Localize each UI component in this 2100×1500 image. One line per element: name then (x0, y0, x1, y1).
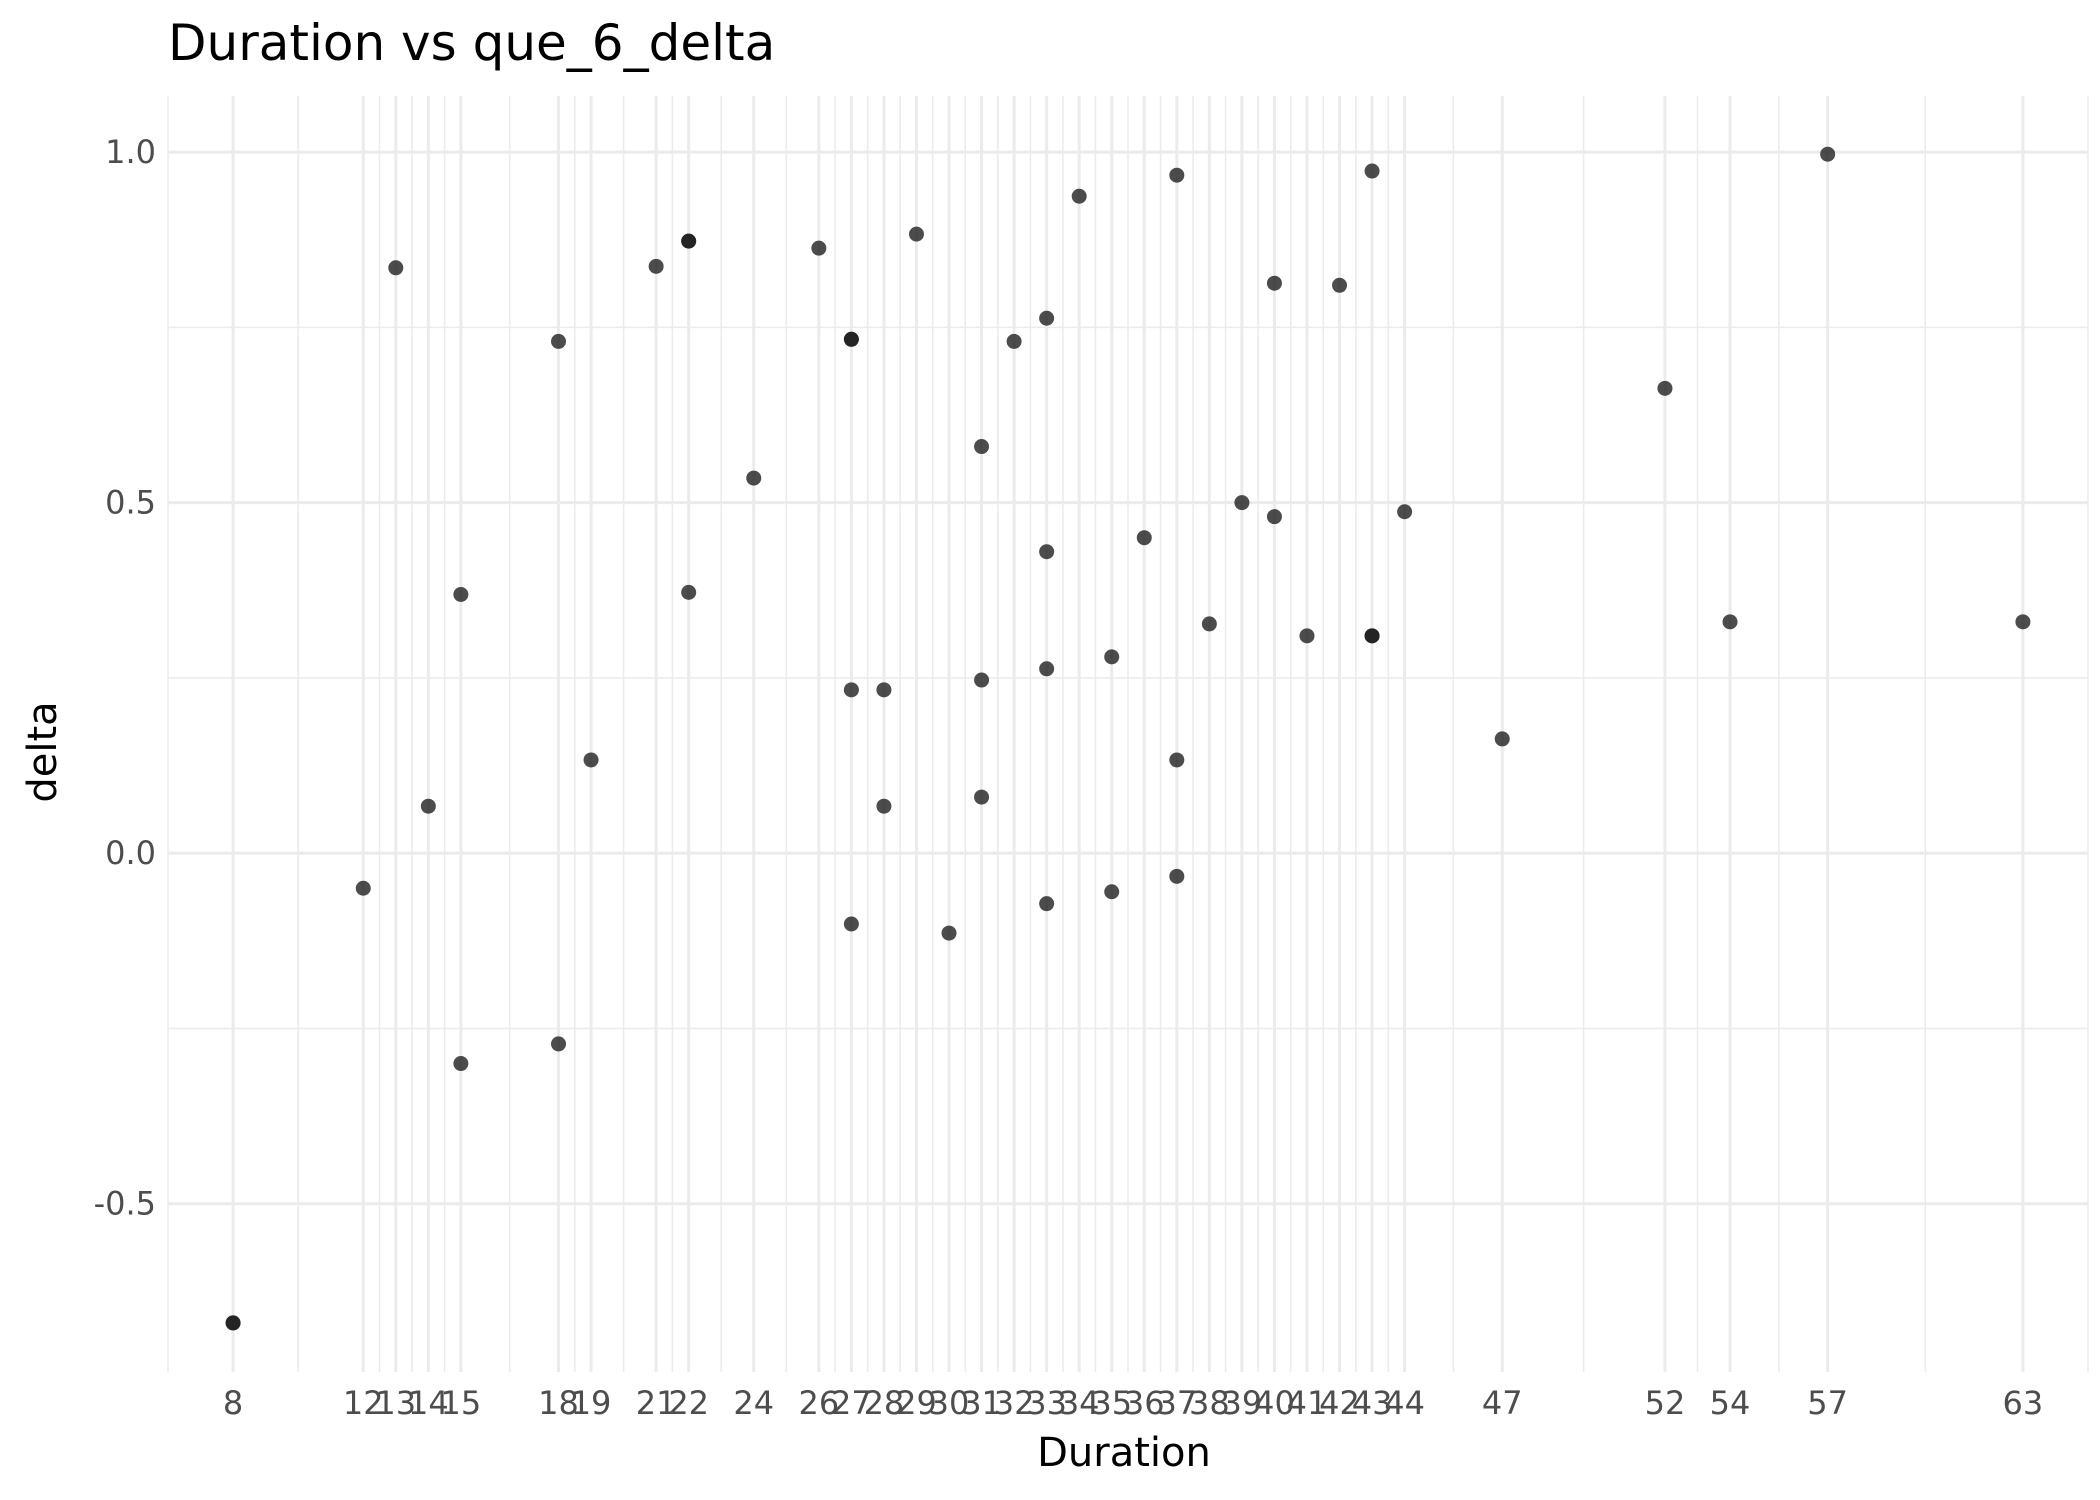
y-tick-label: 0.5 (105, 484, 156, 522)
x-tick-label: 26 (798, 1384, 839, 1422)
x-tick-label: 32 (994, 1384, 1035, 1422)
x-axis-label: Duration (1037, 1430, 1211, 1476)
data-point (681, 233, 697, 249)
data-point (2015, 614, 2031, 630)
x-tick-label: 40 (1254, 1384, 1295, 1422)
data-point (583, 752, 599, 768)
data-point (1364, 163, 1380, 179)
data-point (1169, 752, 1185, 768)
minor-gridlines (167, 96, 2089, 1372)
data-point (1039, 896, 1055, 912)
data-point (1299, 628, 1315, 644)
x-tick-label: 47 (1482, 1384, 1523, 1422)
data-point (1104, 649, 1120, 665)
data-point (1266, 509, 1282, 525)
data-point (974, 439, 990, 455)
data-point (453, 586, 469, 602)
data-point (420, 798, 436, 814)
x-tick-label: 28 (864, 1384, 905, 1422)
data-point (908, 226, 924, 242)
data-point (1104, 884, 1120, 900)
data-point (974, 789, 990, 805)
data-point (746, 470, 762, 486)
data-points (225, 146, 2031, 1331)
data-point (876, 798, 892, 814)
data-point (1169, 167, 1185, 183)
x-tick-label: 12 (343, 1384, 384, 1422)
x-tick-label: 44 (1384, 1384, 1425, 1422)
data-point (1332, 277, 1348, 293)
x-tick-label: 36 (1124, 1384, 1165, 1422)
data-point (1234, 495, 1250, 511)
data-point (1039, 544, 1055, 560)
x-tick-label: 57 (1807, 1384, 1848, 1422)
data-point (551, 333, 567, 349)
x-tick-label: 27 (831, 1384, 872, 1422)
data-point (1364, 628, 1380, 644)
x-tick-label: 30 (929, 1384, 970, 1422)
data-point (1006, 333, 1022, 349)
y-tick-labels: -0.5 0.0 0.5 1.0 (94, 133, 156, 1223)
data-point (1266, 275, 1282, 291)
data-point (1494, 731, 1510, 747)
data-point (1657, 380, 1673, 396)
x-tick-label: 24 (733, 1384, 774, 1422)
x-tick-label: 21 (636, 1384, 677, 1422)
data-point (1071, 188, 1087, 204)
data-point (876, 682, 892, 698)
x-tick-label: 54 (1710, 1384, 1751, 1422)
data-point (1397, 504, 1413, 520)
data-point (551, 1036, 567, 1052)
y-tick-label: 0.0 (105, 834, 156, 872)
data-point (1820, 146, 1836, 162)
data-point (811, 240, 827, 256)
data-point (681, 584, 697, 600)
x-tick-label: 8 (223, 1384, 243, 1422)
x-tick-label: 13 (375, 1384, 416, 1422)
data-point (1722, 614, 1738, 630)
chart-title: Duration vs que_6_delta (168, 14, 776, 72)
data-point (1039, 310, 1055, 326)
data-point (843, 916, 859, 932)
x-tick-label: 38 (1189, 1384, 1230, 1422)
data-point (355, 880, 371, 896)
x-tick-label: 37 (1156, 1384, 1197, 1422)
x-tick-label: 39 (1222, 1384, 1263, 1422)
x-tick-label: 31 (961, 1384, 1002, 1422)
data-point (648, 258, 664, 274)
x-tick-label: 29 (896, 1384, 937, 1422)
x-tick-label: 33 (1026, 1384, 1067, 1422)
x-tick-label: 41 (1287, 1384, 1328, 1422)
x-tick-label: 34 (1059, 1384, 1100, 1422)
y-tick-label: -0.5 (94, 1185, 156, 1223)
x-tick-label: 19 (571, 1384, 612, 1422)
data-point (1136, 530, 1152, 546)
data-point (941, 925, 957, 941)
data-point (974, 672, 990, 688)
data-point (453, 1056, 469, 1072)
data-point (843, 682, 859, 698)
data-point (388, 260, 404, 276)
x-tick-label: 18 (538, 1384, 579, 1422)
data-point (225, 1315, 241, 1331)
data-point (1201, 616, 1217, 632)
x-tick-label: 43 (1352, 1384, 1393, 1422)
x-tick-label: 14 (408, 1384, 449, 1422)
x-tick-label: 52 (1645, 1384, 1686, 1422)
data-point (1169, 868, 1185, 884)
x-tick-label: 22 (668, 1384, 709, 1422)
data-point (1039, 661, 1055, 677)
x-tick-label: 15 (441, 1384, 482, 1422)
data-point (843, 331, 859, 347)
x-tick-label: 63 (2003, 1384, 2044, 1422)
major-gridlines (168, 96, 2088, 1372)
x-tick-label: 42 (1319, 1384, 1360, 1422)
x-tick-label: 35 (1091, 1384, 1132, 1422)
y-tick-label: 1.0 (105, 133, 156, 171)
